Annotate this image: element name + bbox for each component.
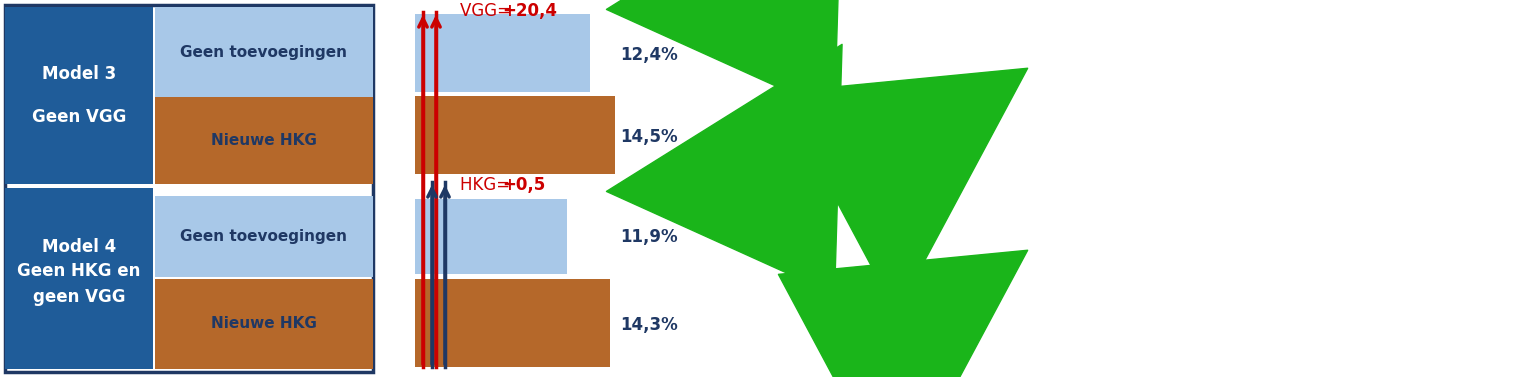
- Bar: [415, 96, 615, 174]
- Bar: [415, 14, 590, 92]
- Text: geen VGG: geen VGG: [32, 288, 124, 305]
- Text: Model 4: Model 4: [41, 238, 117, 256]
- Text: +2,1: +2,1: [881, 85, 938, 105]
- Bar: [415, 199, 567, 274]
- Text: Nieuwe HKG: Nieuwe HKG: [211, 133, 317, 148]
- Text: Geen VGG: Geen VGG: [32, 108, 126, 126]
- Bar: [155, 196, 373, 277]
- Text: +20,4: +20,4: [503, 2, 556, 20]
- Text: Geen toevoegingen: Geen toevoegingen: [180, 229, 347, 244]
- Text: Model 3: Model 3: [41, 65, 117, 83]
- Text: Nieuwe HKG: Nieuwe HKG: [211, 317, 317, 331]
- Text: 14,5%: 14,5%: [619, 128, 678, 146]
- Text: HKG=: HKG=: [460, 176, 515, 194]
- Text: Geen toevoegingen: Geen toevoegingen: [180, 44, 347, 60]
- Bar: [5, 188, 154, 369]
- Text: VGG=: VGG=: [460, 2, 516, 20]
- Bar: [5, 7, 154, 184]
- Text: +2,4: +2,4: [881, 267, 938, 287]
- Bar: [155, 279, 373, 369]
- Text: 12,4%: 12,4%: [619, 46, 678, 64]
- Bar: [415, 279, 610, 367]
- Text: Geen HKG en: Geen HKG en: [17, 262, 141, 279]
- Bar: [155, 7, 373, 97]
- Text: 11,9%: 11,9%: [619, 228, 678, 246]
- Bar: [5, 5, 373, 372]
- Text: 14,3%: 14,3%: [619, 316, 678, 334]
- Bar: [155, 97, 373, 184]
- Text: +0,5: +0,5: [503, 176, 546, 194]
